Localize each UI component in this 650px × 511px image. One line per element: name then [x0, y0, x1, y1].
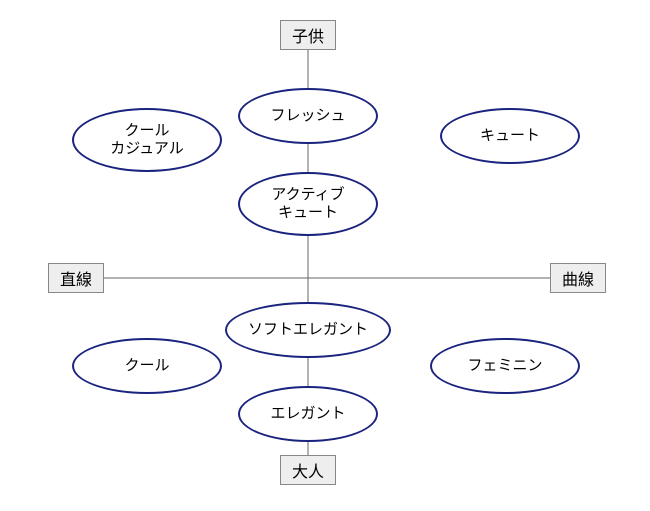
node-cool-casual: クール カジュアル	[72, 108, 222, 172]
node-feminine: フェミニン	[430, 338, 580, 394]
diagram-canvas: 子供直線 曲線大人 フレッシュクール カジュアル キュートアクティブ キュートソフトエ…	[0, 0, 650, 511]
node-elegant: エレガント	[238, 386, 378, 442]
axis-label-left: 直線	[48, 263, 104, 293]
axis-label-top: 子供	[280, 20, 336, 50]
node-soft-elegant: ソフトエレガント	[225, 302, 391, 358]
axis-label-right: 曲線	[550, 263, 606, 293]
node-cute: キュート	[440, 108, 580, 164]
node-cool: クール	[72, 338, 222, 394]
node-fresh: フレッシュ	[238, 88, 378, 144]
node-active-cute: アクティブ キュート	[238, 172, 378, 236]
axis-label-bottom: 大人	[280, 455, 336, 485]
